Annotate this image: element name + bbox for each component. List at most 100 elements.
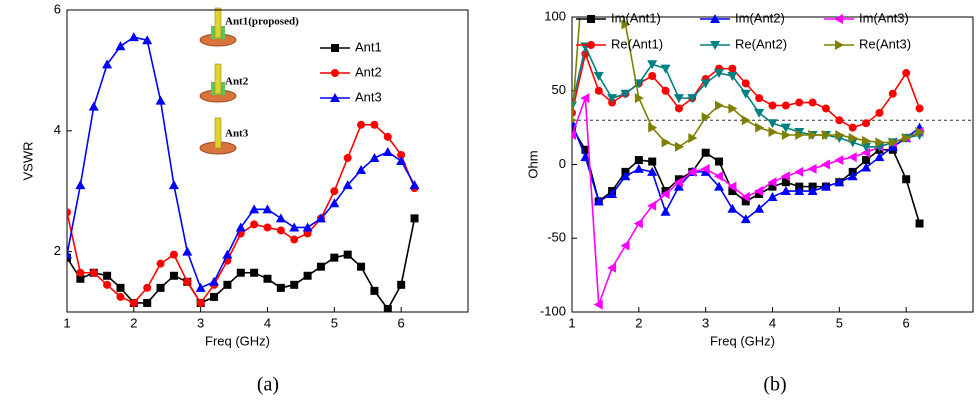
marker [633, 163, 644, 173]
marker [768, 127, 778, 138]
plot-area [572, 17, 925, 310]
marker [580, 93, 590, 104]
x-tick-label: 1 [568, 315, 575, 330]
legend-label: Im(Ant1) [611, 10, 661, 25]
marker [781, 178, 790, 187]
marker [75, 180, 86, 190]
annotation: Ant1(proposed) [225, 16, 299, 28]
marker [620, 240, 630, 251]
antenna-icons [199, 7, 237, 155]
marker [330, 187, 339, 196]
y-tick-label: -50 [547, 230, 566, 245]
marker [302, 222, 313, 232]
y-tick-label: 0 [559, 156, 566, 171]
marker [781, 130, 791, 140]
legend-item: Ant1 [320, 39, 382, 54]
marker [250, 220, 259, 229]
marker [687, 166, 697, 177]
legend-label: Re(Ant3) [859, 36, 911, 51]
marker [740, 191, 750, 202]
x-axis-label: Freq (GHz) [205, 333, 270, 348]
x-tick-label: 5 [836, 315, 843, 330]
marker [768, 182, 777, 191]
marker [767, 177, 777, 188]
marker [848, 123, 857, 132]
marker [315, 213, 326, 223]
legend-marker [834, 14, 843, 24]
marker [755, 122, 765, 133]
marker [701, 112, 711, 123]
marker [383, 132, 392, 141]
marker [862, 119, 871, 128]
marker [820, 181, 831, 191]
marker [633, 218, 643, 229]
marker [728, 103, 738, 114]
marker [593, 196, 604, 206]
marker [210, 292, 219, 301]
marker [103, 280, 112, 289]
marker [275, 213, 286, 223]
x-tick-label: 1 [63, 315, 70, 330]
y-tick-label: 50 [552, 82, 566, 97]
panel: 1 2 3 4 5 6 -100 -50 0 50 100 Freq (GHz) Ohm (b) Im(An… [525, 8, 974, 396]
x-tick-label: 6 [398, 315, 405, 330]
marker [116, 283, 125, 292]
marker [129, 298, 138, 307]
legend-marker [331, 69, 339, 77]
marker [329, 198, 340, 208]
legend-marker [331, 44, 339, 52]
marker [767, 191, 778, 201]
marker [915, 127, 925, 138]
legend-marker [710, 41, 720, 50]
marker [183, 277, 192, 286]
marker [343, 250, 352, 259]
marker [209, 276, 220, 286]
marker [76, 268, 85, 277]
marker [700, 163, 710, 174]
marker [620, 89, 631, 99]
y-axis-label: VSWR [20, 142, 35, 181]
legend-marker [587, 15, 595, 23]
marker [128, 32, 139, 42]
marker [727, 203, 738, 213]
marker [902, 175, 911, 184]
marker [357, 262, 366, 271]
marker [607, 94, 618, 104]
legend-item: Im(Ant3) [824, 10, 909, 25]
marker [821, 104, 830, 113]
marker [808, 98, 817, 107]
marker [714, 69, 725, 79]
marker [660, 206, 671, 216]
marker [861, 162, 872, 172]
marker [648, 122, 658, 133]
legend-marker [710, 14, 720, 23]
marker [701, 148, 710, 157]
marker [370, 286, 379, 295]
marker [728, 187, 737, 196]
x-tick-label: 6 [903, 315, 910, 330]
marker [143, 283, 152, 292]
x-tick-label: 2 [635, 315, 642, 330]
marker [795, 98, 804, 107]
marker [915, 104, 924, 113]
marker [715, 157, 724, 166]
legend-item: Ant3 [320, 89, 382, 104]
legend-label: Re(Ant1) [611, 36, 663, 51]
marker [607, 189, 618, 198]
legend-item: Im(Ant2) [700, 10, 785, 25]
marker [915, 219, 924, 228]
marker [330, 253, 339, 262]
legend-item: Ant2 [320, 64, 382, 79]
marker [594, 86, 603, 95]
marker [755, 190, 764, 198]
marker [369, 152, 380, 162]
marker [820, 159, 830, 170]
marker [875, 108, 884, 117]
x-tick-label: 3 [702, 315, 709, 330]
marker [754, 203, 765, 213]
marker [673, 181, 684, 191]
marker [754, 186, 764, 197]
marker [169, 271, 178, 280]
legend-marker [587, 41, 595, 49]
